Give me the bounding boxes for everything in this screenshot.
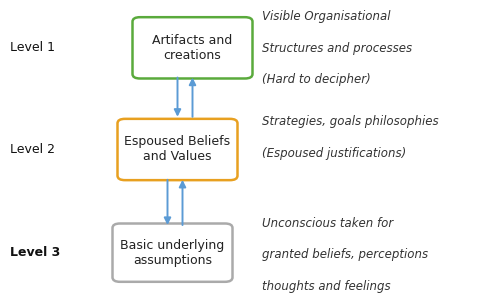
Text: Level 3: Level 3 [10, 246, 60, 259]
Text: thoughts and feelings: thoughts and feelings [262, 280, 391, 292]
Text: Unconscious taken for: Unconscious taken for [262, 217, 394, 230]
Text: granted beliefs, perceptions: granted beliefs, perceptions [262, 248, 428, 261]
FancyBboxPatch shape [132, 17, 252, 79]
Text: Structures and processes: Structures and processes [262, 42, 412, 55]
Text: Visible Organisational: Visible Organisational [262, 10, 391, 23]
FancyBboxPatch shape [112, 224, 232, 282]
Text: Basic underlying
assumptions: Basic underlying assumptions [120, 239, 224, 267]
Text: Espoused Beliefs
and Values: Espoused Beliefs and Values [124, 135, 230, 164]
FancyBboxPatch shape [118, 119, 238, 180]
Text: Level 2: Level 2 [10, 143, 55, 156]
Text: Strategies, goals philosophies: Strategies, goals philosophies [262, 115, 439, 128]
Text: (Hard to decipher): (Hard to decipher) [262, 73, 371, 86]
Text: Level 1: Level 1 [10, 41, 55, 54]
Text: Artifacts and
creations: Artifacts and creations [152, 34, 232, 62]
Text: (Espoused justifications): (Espoused justifications) [262, 147, 407, 159]
